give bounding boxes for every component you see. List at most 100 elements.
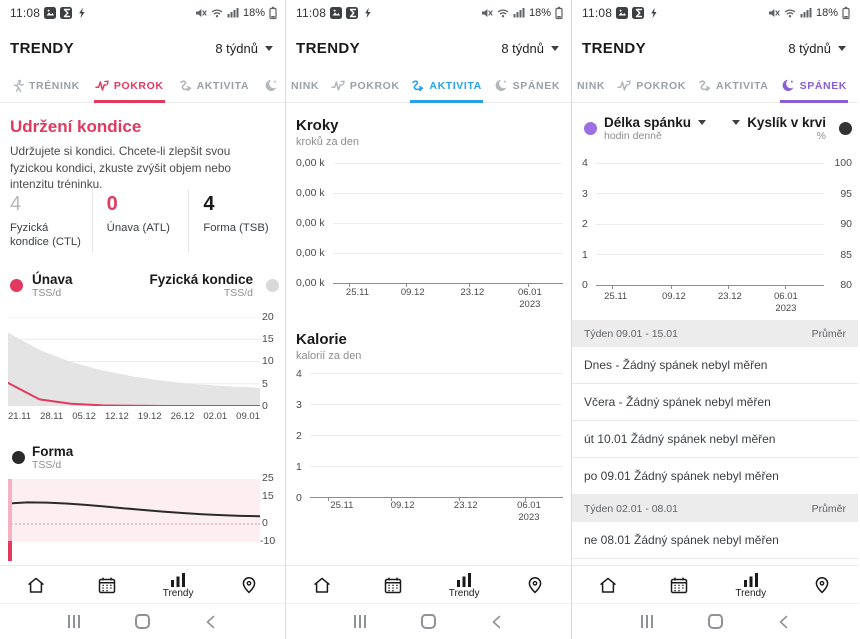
activity-notification-icon [651,7,657,18]
nav-calendar[interactable] [71,576,142,594]
nav-home[interactable] [286,576,357,594]
page-title: TRENDY [10,39,75,57]
time-range-selector[interactable]: 8 týdnů [215,41,273,56]
forma-chart-band [8,479,260,542]
app-bottom-nav: Trendy [572,565,858,603]
sleep-list-item[interactable]: Včera - Žádný spánek nebyl měřen [572,384,858,421]
activity-notification-icon [79,7,85,18]
page-title: TRENDY [296,39,361,57]
kalorie-chart-x-axis: 25.11 09.12 23.12 06.01 2023 [330,500,541,523]
sleep-list-item[interactable]: út 10.01 Žádný spánek nebyl měřen [572,421,858,458]
nav-map[interactable] [214,576,285,594]
android-home-button[interactable] [123,610,163,634]
pulse-icon [95,80,109,91]
calendar-icon [671,576,688,593]
sleep-list-item[interactable]: Dnes - Žádný spánek nebyl měřen [572,347,858,384]
sleep-week-header: Týden 02.01 - 08.01 Průměr [572,495,858,522]
gallery-notification-icon [616,6,629,19]
tab-spanek-active[interactable]: SPÁNEK [779,71,848,103]
nav-trendy-active[interactable]: Trendy [143,571,214,599]
sleep-legend-dot [584,122,597,135]
time-range-selector[interactable]: 8 týdnů [501,41,559,56]
mute-icon [768,8,780,18]
spo2-metric-selector[interactable]: Kyslík v krvi % [732,115,826,142]
tab-pokrok-active[interactable]: POKROK [93,71,165,103]
fyzicka-kondice-legend-dot [266,279,279,292]
kalorie-chart-subtitle: kalorií za den [296,350,362,362]
runner-icon [13,78,24,92]
category-tab-bar: NINK POKROK AKTIVITA SPÁNEK [572,71,858,103]
sleep-week-list: Týden 09.01 - 15.01 Průměr Dnes - Žádný sp… [572,320,858,559]
nav-calendar[interactable] [644,576,716,594]
sleep-list-item[interactable]: po 09.01 Žádný spánek nebyl měřen [572,458,858,495]
tab-aktivita-active[interactable]: AKTIVITA [410,71,483,103]
tab-spanek-partial[interactable] [263,71,279,103]
average-label: Průměr [811,502,846,515]
gallery-notification-icon [44,6,57,19]
recents-icon [640,615,653,628]
android-recents-button[interactable] [627,610,667,634]
y-tick: 20 [262,311,274,323]
forma-legend-dot [12,451,25,464]
tab-pokrok[interactable]: POKROK [330,71,401,103]
bar-chart-icon [171,572,186,587]
tab-spanek[interactable]: SPÁNEK [493,71,561,103]
sigma-notification-icon [60,6,73,19]
android-back-button[interactable] [764,610,804,634]
nav-trendy-active[interactable]: Trendy [715,571,787,599]
tab-pokrok[interactable]: POKROK [616,71,687,103]
nav-map[interactable] [500,576,571,594]
y-tick: 0 [262,517,268,529]
nav-trendy-active[interactable]: Trendy [429,571,500,599]
y-tick: 0 [262,400,268,412]
insight-title: Udržení kondice [10,117,142,136]
back-chevron-icon [492,615,501,628]
nav-calendar[interactable] [357,576,428,594]
chevron-down-icon [551,45,559,51]
page-header: TRENDY 8 týdnů [0,25,285,71]
tab-aktivita[interactable]: AKTIVITA [697,71,769,103]
android-recents-button[interactable] [340,610,380,634]
calendar-icon [384,576,402,593]
sleep-metric-selector[interactable]: Délka spánku hodin denně [604,115,707,142]
unava-legend-dot [10,279,23,292]
status-bar: 11:08 18% [286,0,571,25]
time-range-selector[interactable]: 8 týdnů [788,41,846,56]
kroky-chart-grid: 0,00 k 0,00 k 0,00 k 0,00 k 0,00 k [286,148,571,298]
android-back-button[interactable] [191,610,231,634]
android-nav-bar [286,603,571,639]
kroky-chart-title: Kroky [296,117,339,134]
android-nav-bar [572,603,858,639]
nav-map[interactable] [787,576,859,594]
y-tick: 15 [262,490,274,502]
kalorie-chart-title: Kalorie [296,331,347,348]
y-tick: 5 [262,378,268,390]
nav-home[interactable] [0,576,71,594]
tab-trenink-partial[interactable]: NINK [291,79,320,92]
nav-home[interactable] [572,576,644,594]
battery-icon [269,5,277,19]
tab-trenink-partial[interactable]: NINK [577,79,606,92]
android-recents-button[interactable] [54,610,94,634]
bar-chart-icon [457,572,472,587]
pulse-icon [331,80,345,91]
fitness-chart-x-axis: 21.11 28.11 05.12 12.12 19.12 26.12 02.01 09.01 [8,411,260,422]
phone-screen-pokrok: 11:08 18% TRENDY 8 týdnů [0,0,286,639]
steps-icon [412,80,424,92]
forma-current-marker [8,541,12,561]
tab-aktivita[interactable]: AKTIVITA [178,71,250,103]
average-label: Průměr [811,327,846,340]
time-range-value: 8 týdnů [788,40,831,56]
y-tick: 15 [262,333,274,345]
tab-trenink[interactable]: TRÉNINK [10,71,81,103]
phone-screen-spanek: 11:08 18% TRENDY 8 týdnů NINK [572,0,858,639]
sleep-list-item[interactable]: ne 08.01 Žádný spánek nebyl měřen [572,522,858,559]
android-home-button[interactable] [409,610,449,634]
week-range: Týden 09.01 - 15.01 [584,327,678,340]
battery-percent: 18% [528,6,551,19]
forma-zero-line [8,523,260,525]
chevron-down-icon [838,45,846,51]
android-back-button[interactable] [477,610,517,634]
android-home-button[interactable] [695,610,735,634]
